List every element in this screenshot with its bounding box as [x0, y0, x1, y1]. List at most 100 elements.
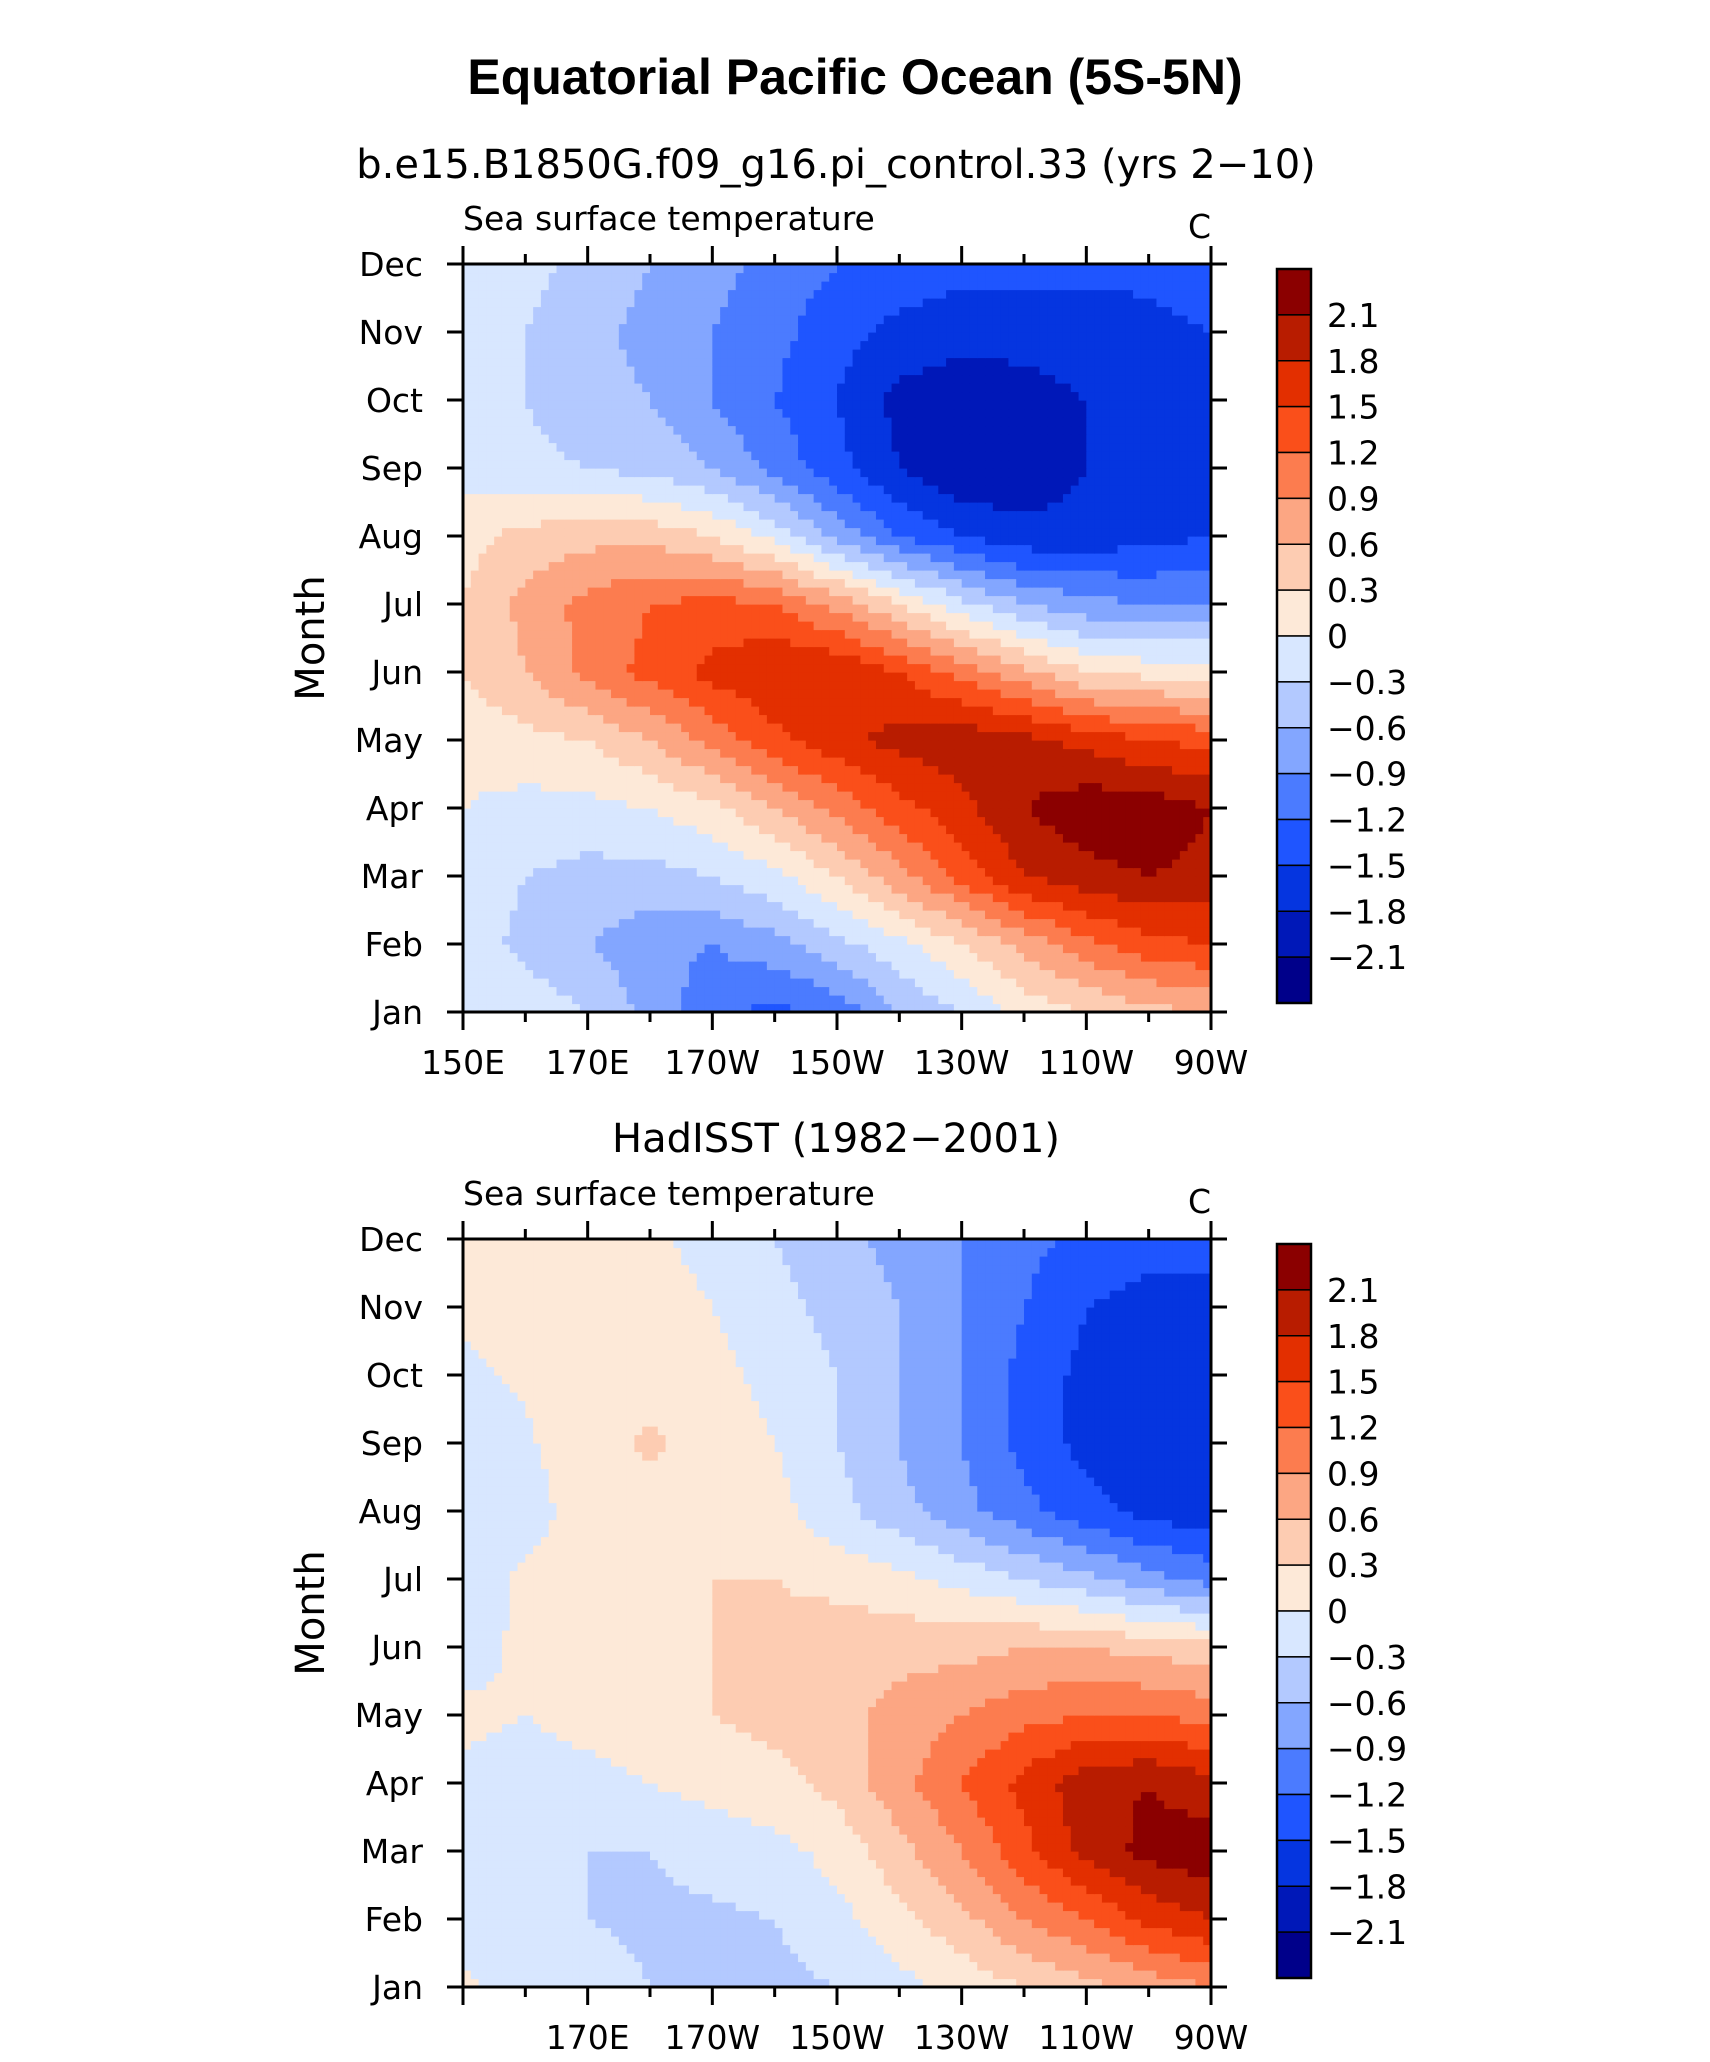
heatmap-cell [626, 901, 636, 911]
heatmap-cell [860, 663, 869, 673]
panel-model: b.e15.B1850G.f09_g16.pi_control.33 (yrs … [288, 142, 1407, 1082]
heatmap-cell [572, 697, 581, 707]
heatmap-cell [852, 935, 861, 945]
heatmap-cell [478, 952, 487, 962]
heatmap-cell [1133, 740, 1142, 750]
heatmap-cell [751, 995, 760, 1005]
heatmap-cell [673, 918, 682, 928]
heatmap-cell [1031, 1003, 1041, 1012]
heatmap-cell [1070, 646, 1080, 656]
heatmap-cell [1179, 680, 1189, 690]
heatmap-cell [1203, 833, 1211, 843]
heatmap-cell [735, 808, 745, 818]
heatmap-cell [1125, 791, 1134, 801]
heatmap-cell [1140, 672, 1150, 682]
heatmap-cell [540, 893, 550, 903]
heatmap-cell [805, 629, 815, 639]
heatmap-cell [665, 595, 674, 605]
heatmap-cell [1016, 774, 1025, 784]
heatmap-cell [665, 910, 674, 920]
heatmap-cell [657, 808, 667, 818]
heatmap-cell [829, 638, 838, 648]
heatmap-cell [665, 901, 674, 911]
heatmap-cell [782, 740, 791, 750]
heatmap-cell [759, 986, 768, 996]
heatmap-cell [587, 808, 597, 818]
heatmap-cell [953, 859, 963, 869]
heatmap-cell [1109, 842, 1119, 852]
heatmap-cell [564, 816, 573, 826]
heatmap-cell [844, 969, 854, 979]
heatmap-cell [587, 995, 597, 1005]
heatmap-cell [829, 748, 838, 758]
heatmap-cell [478, 663, 487, 673]
heatmap-cell [1000, 961, 1010, 971]
heatmap-cell [837, 689, 846, 699]
heatmap-cell [1140, 604, 1150, 614]
heatmap-cell [618, 859, 628, 869]
heatmap-cell [946, 918, 955, 928]
heatmap-cell [813, 850, 823, 860]
heatmap-cell [1031, 663, 1041, 673]
heatmap-cell [642, 918, 651, 928]
heatmap-cell [720, 612, 729, 622]
heatmap-cell [774, 748, 784, 758]
heatmap-cell [1133, 884, 1142, 894]
heatmap-cell [1148, 587, 1158, 597]
heatmap-cell [704, 714, 713, 724]
heatmap-cell [556, 672, 565, 682]
heatmap-cell [985, 663, 994, 673]
heatmap-cell [1016, 859, 1025, 869]
heatmap-cell [1179, 808, 1189, 818]
heatmap-cell [1024, 587, 1033, 597]
heatmap-cell [1179, 884, 1189, 894]
heatmap-cell [1164, 825, 1173, 835]
heatmap-cell [1094, 859, 1103, 869]
heatmap-cell [891, 918, 900, 928]
heatmap-cell [587, 612, 597, 622]
heatmap-cell [930, 978, 939, 988]
heatmap-cell [611, 774, 620, 784]
heatmap-cell [665, 808, 674, 818]
heatmap-cell [626, 723, 636, 733]
heatmap-cell [1047, 731, 1056, 741]
heatmap-cell [525, 595, 534, 605]
heatmap-cell [907, 969, 916, 979]
heatmap-cell [946, 765, 955, 775]
heatmap-cell [922, 893, 932, 903]
heatmap-cell [587, 850, 597, 860]
heatmap-cell [992, 825, 1002, 835]
heatmap-cell [540, 884, 550, 894]
heatmap-cell [844, 867, 854, 877]
heatmap-cell [1024, 867, 1033, 877]
heatmap-cell [1039, 595, 1048, 605]
heatmap-cell [1172, 842, 1181, 852]
heatmap-cell [774, 901, 784, 911]
heatmap-cell [642, 978, 651, 988]
heatmap-cell [1156, 714, 1165, 724]
heatmap-cell [1187, 995, 1197, 1005]
heatmap-cell [1156, 825, 1165, 835]
heatmap-cell [509, 910, 519, 920]
heatmap-cell [727, 859, 737, 869]
heatmap-cell [875, 986, 885, 996]
heatmap-cell [673, 944, 682, 954]
heatmap-cell [798, 850, 807, 860]
heatmap-cell [517, 570, 526, 580]
heatmap-cell [1140, 893, 1150, 903]
heatmap-cell [743, 672, 752, 682]
heatmap-cell [626, 944, 636, 954]
heatmap-cell [727, 765, 737, 775]
heatmap-cell [626, 952, 636, 962]
heatmap-cell [673, 629, 682, 639]
heatmap-cell [844, 876, 854, 886]
heatmap-cell [478, 689, 487, 699]
heatmap-cell [907, 638, 916, 648]
heatmap-cell [665, 655, 674, 665]
heatmap-cell [704, 961, 713, 971]
heatmap-cell [1047, 935, 1056, 945]
heatmap-cell [844, 612, 854, 622]
heatmap-cell [696, 578, 706, 588]
heatmap-cell [1000, 646, 1010, 656]
heatmap-cell [463, 740, 472, 750]
